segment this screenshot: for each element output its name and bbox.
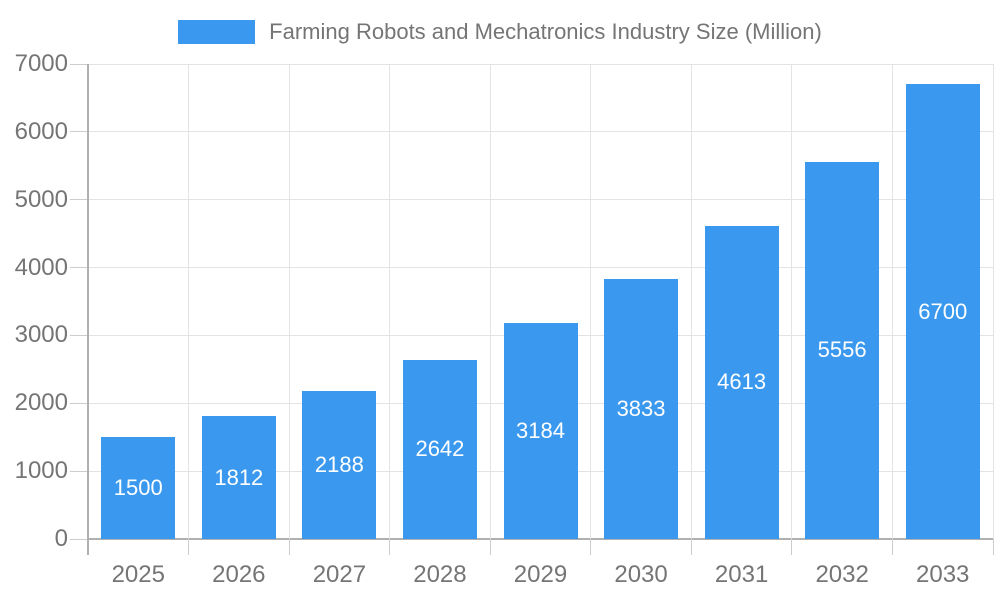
y-axis-tick-label: 1000: [14, 457, 68, 485]
y-axis-tick-label: 2000: [14, 389, 68, 417]
x-axis-tick-label: 2025: [111, 561, 165, 588]
legend-label: Farming Robots and Mechatronics Industry…: [269, 19, 822, 44]
y-axis-tick-label: 7000: [14, 50, 68, 77]
gridline-horizontal: [88, 267, 993, 269]
x-axis-tick-label: 2026: [212, 561, 266, 588]
y-axis-tick: [70, 63, 88, 65]
x-axis-tick: [891, 539, 893, 555]
x-axis-tick-label: 2030: [614, 561, 668, 588]
bar-value-2030: 3833: [616, 395, 666, 421]
legend-swatch[interactable]: [178, 20, 256, 44]
x-axis-tick-label: 2032: [815, 561, 869, 588]
x-axis-tick-label: 2029: [513, 561, 568, 588]
bar-value-2026: 1812: [214, 464, 264, 490]
gridline-vertical: [590, 64, 592, 539]
bar-value-2032: 5556: [817, 337, 867, 363]
y-axis-tick-label: 6000: [14, 117, 68, 145]
x-axis-tick: [288, 539, 290, 555]
x-axis-tick: [590, 539, 592, 555]
x-axis-tick-label: 2033: [916, 561, 970, 588]
x-axis-tick-label: 2028: [413, 561, 467, 588]
x-axis-tick-label: 2027: [312, 561, 367, 588]
bar-value-2033: 6700: [918, 298, 968, 324]
y-axis-tick: [70, 267, 88, 269]
y-axis-tick: [70, 470, 88, 472]
bar-2031[interactable]: 4613: [704, 225, 779, 539]
legend[interactable]: Farming Robots and Mechatronics Industry…: [0, 19, 1000, 45]
gridline-horizontal: [88, 63, 993, 65]
gridline-vertical: [891, 64, 893, 539]
gridline-vertical: [690, 64, 692, 539]
y-axis-tick: [70, 131, 88, 133]
x-axis-tick: [992, 539, 994, 555]
gridline-horizontal: [88, 131, 993, 133]
bar-2028[interactable]: 2642: [402, 359, 477, 539]
bar-2025[interactable]: 1500: [101, 437, 176, 539]
y-axis-tick-label: 4000: [14, 253, 68, 281]
gridline-vertical: [188, 64, 190, 539]
gridline-horizontal: [88, 199, 993, 201]
y-axis-line: [87, 64, 89, 555]
gridline-vertical: [288, 64, 290, 539]
gridline-vertical: [389, 64, 391, 539]
y-axis-tick: [70, 334, 88, 336]
bar-2026[interactable]: 1812: [201, 416, 276, 539]
x-axis-tick: [188, 539, 190, 555]
x-axis-line: [88, 538, 993, 540]
bar-2032[interactable]: 5556: [805, 161, 880, 539]
bar-2029[interactable]: 3184: [503, 322, 578, 539]
gridline-vertical: [489, 64, 491, 539]
x-axis-tick: [389, 539, 391, 555]
bar-value-2028: 2642: [415, 436, 465, 462]
y-axis-tick: [70, 402, 88, 404]
x-axis-tick-label: 2031: [714, 561, 769, 588]
bar-value-2027: 2188: [314, 451, 364, 477]
bar-value-2025: 1500: [113, 475, 163, 501]
y-axis-tick: [70, 538, 88, 540]
y-axis-tick-label: 5000: [14, 185, 68, 213]
bar-2030[interactable]: 3833: [604, 278, 679, 539]
y-axis-tick-label: 0: [54, 525, 68, 552]
x-axis-tick: [791, 539, 793, 555]
gridline-vertical: [992, 64, 994, 539]
gridline-vertical: [791, 64, 793, 539]
bar-2027[interactable]: 2188: [302, 390, 377, 539]
bar-value-2031: 4613: [717, 369, 767, 395]
bar-2033[interactable]: 6700: [905, 84, 980, 539]
x-axis-tick: [489, 539, 491, 555]
bar-value-2029: 3184: [516, 417, 565, 443]
x-axis-tick: [690, 539, 692, 555]
y-axis-tick: [70, 199, 88, 201]
y-axis-tick-label: 3000: [14, 321, 68, 349]
